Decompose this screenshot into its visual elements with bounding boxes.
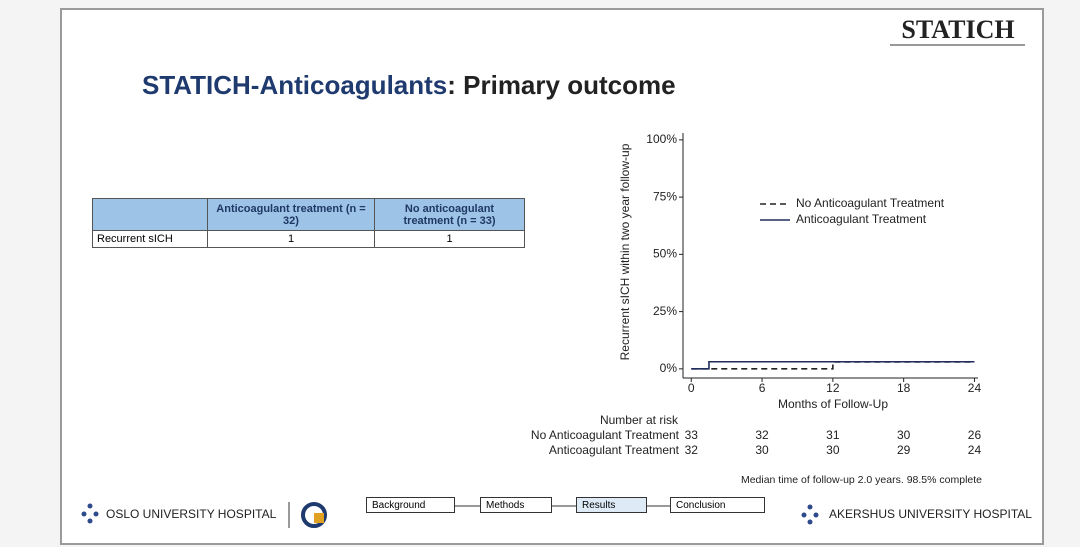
risk-value: 32 bbox=[685, 443, 699, 457]
y-tick-label: 0% bbox=[660, 361, 678, 375]
title: STATICH-Anticoagulants: Primary outcome bbox=[142, 70, 676, 100]
column-header: Anticoagulant treatment (n = 32) bbox=[207, 198, 375, 231]
slide bbox=[60, 8, 1044, 545]
y-tick-label: 50% bbox=[653, 247, 677, 261]
risk-label: Anticoagulant Treatment bbox=[549, 443, 680, 457]
y-tick-label: 75% bbox=[653, 189, 677, 203]
risk-label: No Anticoagulant Treatment bbox=[531, 428, 680, 442]
nav-button[interactable]: Results bbox=[576, 497, 647, 513]
footnote: Median time of follow-up 2.0 years. 98.5… bbox=[741, 474, 982, 486]
km-line bbox=[691, 361, 975, 370]
legend-label: Anticoagulant Treatment bbox=[796, 212, 927, 226]
risk-value: 29 bbox=[897, 443, 911, 457]
risk-value: 26 bbox=[968, 428, 982, 442]
risk-value: 33 bbox=[685, 428, 699, 442]
nav-button[interactable]: Conclusion bbox=[670, 497, 765, 513]
akershus-icon bbox=[801, 504, 819, 525]
x-axis-label: Months of Follow-Up bbox=[778, 397, 888, 411]
risk-value: 30 bbox=[826, 443, 840, 457]
nav-button[interactable]: Methods bbox=[480, 497, 552, 513]
y-axis-label: Recurrent sICH within two year follow-up bbox=[618, 143, 632, 360]
ahus-icon-plus bbox=[314, 513, 324, 523]
x-tick-label: 12 bbox=[826, 381, 840, 395]
corner bbox=[92, 198, 208, 231]
header-row: Anticoagulant treatment (n = 32) No antic… bbox=[92, 198, 525, 231]
title-highlight: STATICH-Anticoagulants bbox=[142, 70, 447, 100]
x-tick-label: 0 bbox=[688, 381, 695, 395]
x-tick-label: 24 bbox=[968, 381, 982, 395]
x-tick-label: 18 bbox=[897, 381, 911, 395]
footer-left: OSLO UNIVERSITY HOSPITAL bbox=[106, 507, 277, 521]
column-header: No anticoagulant treatment (n = 33) bbox=[374, 198, 525, 231]
y-tick-label: 25% bbox=[653, 304, 677, 318]
nav-button[interactable]: Background bbox=[366, 497, 455, 513]
legend-label: No Anticoagulant Treatment bbox=[796, 196, 945, 210]
title-rest: : Primary outcome bbox=[447, 70, 675, 100]
y-tick-label: 100% bbox=[646, 132, 677, 146]
footer-right: AKERSHUS UNIVERSITY HOSPITAL bbox=[829, 507, 1032, 521]
risk-title: Number at risk bbox=[600, 413, 679, 427]
row: Recurrent sICH 1 1 bbox=[92, 230, 525, 248]
cell: 1 bbox=[374, 230, 525, 248]
risk-value: 31 bbox=[826, 428, 840, 442]
logo: STATICH bbox=[901, 15, 1014, 44]
risk-value: 32 bbox=[755, 428, 769, 442]
x-tick-label: 6 bbox=[759, 381, 766, 395]
km-line bbox=[691, 360, 975, 370]
risk-value: 30 bbox=[755, 443, 769, 457]
results-table: Anticoagulant treatment (n = 32) No antic… bbox=[92, 198, 525, 248]
ahus-icon bbox=[301, 502, 327, 528]
risk-value: 24 bbox=[968, 443, 982, 457]
risk-value: 30 bbox=[897, 428, 911, 442]
cell: 1 bbox=[207, 230, 375, 248]
row-label: Recurrent sICH bbox=[92, 230, 208, 248]
oslo-icon bbox=[81, 503, 99, 524]
